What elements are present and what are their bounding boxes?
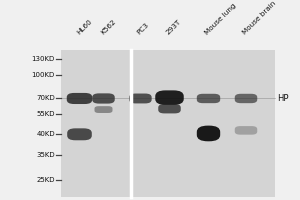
Text: HP: HP xyxy=(278,94,289,103)
Text: PC3: PC3 xyxy=(136,22,150,36)
FancyBboxPatch shape xyxy=(94,106,112,113)
Text: 100KD: 100KD xyxy=(32,72,55,78)
FancyBboxPatch shape xyxy=(129,94,152,103)
Text: 293T: 293T xyxy=(165,19,182,36)
FancyBboxPatch shape xyxy=(155,90,184,105)
Text: Mouse lung: Mouse lung xyxy=(204,3,238,36)
Text: 35KD: 35KD xyxy=(36,152,55,158)
Text: HL60: HL60 xyxy=(75,19,93,36)
Text: 40KD: 40KD xyxy=(36,131,55,137)
FancyBboxPatch shape xyxy=(92,93,115,104)
Text: Mouse brain: Mouse brain xyxy=(242,1,277,36)
Text: K562: K562 xyxy=(99,19,117,36)
Text: 70KD: 70KD xyxy=(36,95,55,101)
FancyBboxPatch shape xyxy=(235,94,257,103)
FancyBboxPatch shape xyxy=(235,126,257,135)
FancyBboxPatch shape xyxy=(158,104,181,113)
Text: 55KD: 55KD xyxy=(36,111,55,117)
Text: 130KD: 130KD xyxy=(32,56,55,62)
FancyBboxPatch shape xyxy=(197,94,220,103)
FancyBboxPatch shape xyxy=(197,126,220,141)
FancyBboxPatch shape xyxy=(67,93,92,104)
FancyBboxPatch shape xyxy=(67,128,92,140)
FancyBboxPatch shape xyxy=(61,50,274,197)
Text: 25KD: 25KD xyxy=(36,177,55,183)
